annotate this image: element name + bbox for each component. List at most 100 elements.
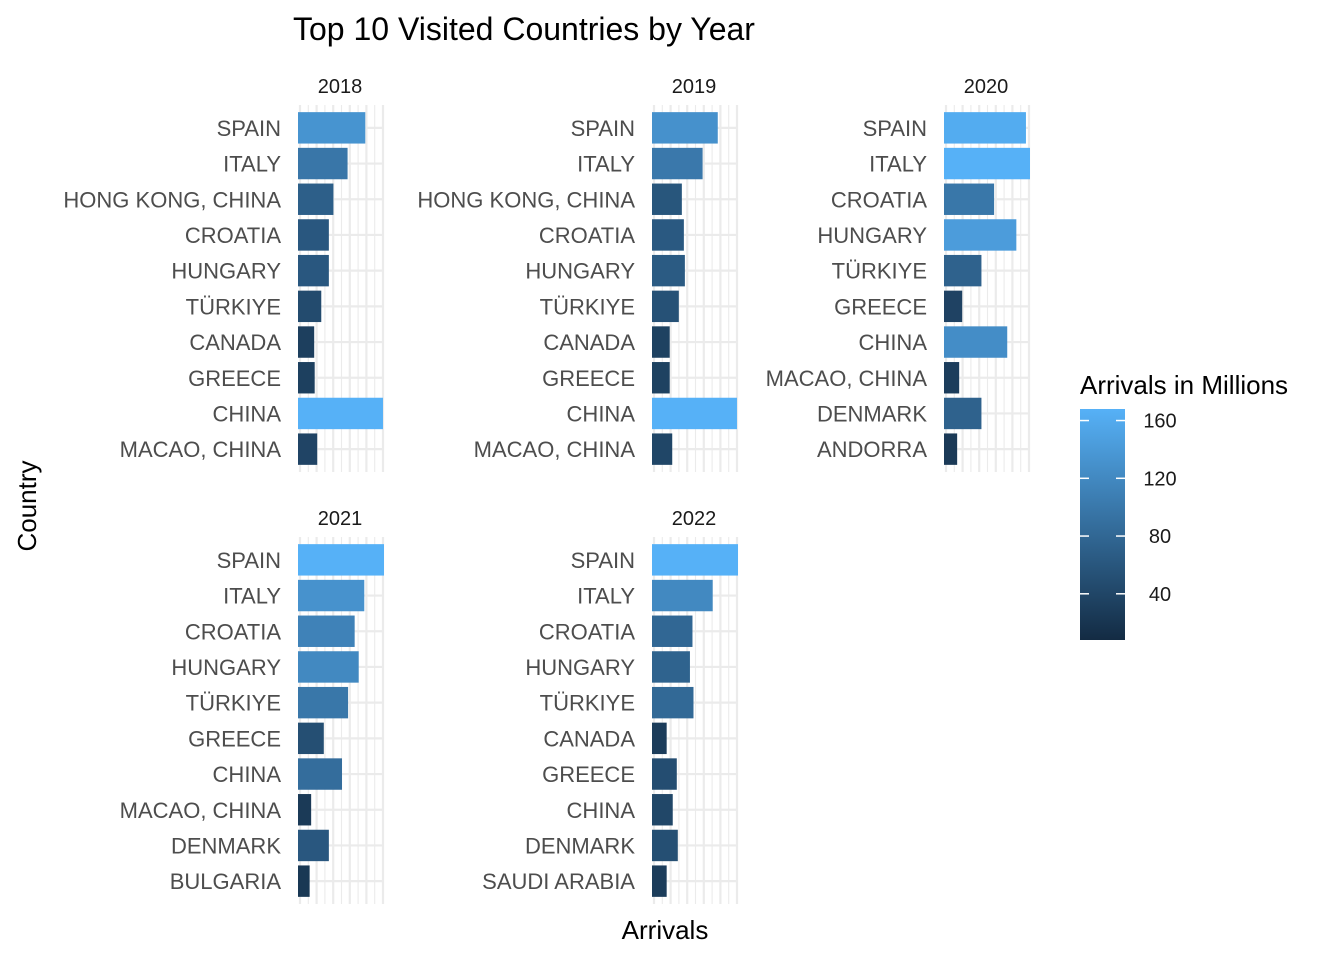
bar-2018-5 [298, 290, 322, 323]
bar-2021-5 [298, 722, 324, 755]
facet-strip-label: 2020 [964, 76, 1009, 98]
bar-2019-9 [652, 433, 673, 465]
bar-2022-3 [652, 651, 690, 683]
y-tick-label: CANADA [543, 330, 635, 355]
bar-2020-2 [944, 183, 995, 215]
bar-2018-9 [298, 433, 318, 465]
y-tick-label: ITALY [869, 152, 927, 177]
x-axis-title: Arrivals [622, 915, 709, 945]
bar-2018-8 [298, 397, 383, 430]
y-tick-label: DENMARK [817, 401, 927, 426]
bar-2022-9 [652, 865, 667, 897]
bar-2019-3 [652, 219, 684, 251]
y-tick-label: SPAIN [571, 116, 635, 141]
bar-2020-0 [944, 112, 1026, 144]
bar-2018-4 [298, 254, 329, 287]
bar-2020-8 [944, 397, 982, 430]
y-tick-label: ITALY [577, 584, 635, 609]
legend-colorbar [1080, 409, 1125, 640]
y-tick-label: TÜRKIYE [540, 294, 635, 319]
bar-2020-5 [944, 290, 963, 323]
bar-2021-7 [298, 794, 312, 826]
bar-2022-5 [652, 722, 667, 755]
facet-panels: 2018 SPAIN ITALY HONG KONG, CHINA CROATIA HUN… [63, 76, 1031, 904]
y-tick-label: HONG KONG, CHINA [417, 187, 635, 212]
bar-2018-7 [298, 362, 315, 394]
bar-2021-0 [298, 544, 384, 576]
bar-2022-2 [652, 615, 693, 647]
y-tick-label: DENMARK [525, 833, 635, 858]
y-tick-label: CANADA [543, 726, 635, 751]
y-tick-label: BULGARIA [170, 869, 282, 894]
bar-2021-4 [298, 686, 349, 719]
facet-panel-2019: 2019 SPAIN ITALY HONG KONG, CHINA CROATIA HUN… [417, 76, 739, 472]
y-tick-label: CANADA [189, 330, 281, 355]
bar-2021-8 [298, 829, 329, 862]
bar-2021-2 [298, 615, 355, 647]
bar-2019-6 [652, 326, 670, 358]
legend-tick-label: 40 [1149, 584, 1171, 606]
y-tick-label: GREECE [188, 366, 281, 391]
y-tick-label: TÜRKIYE [186, 294, 281, 319]
facet-strip-label: 2018 [318, 76, 363, 98]
y-tick-label: MACAO, CHINA [120, 798, 282, 823]
y-tick-label: MACAO, CHINA [474, 437, 636, 462]
y-tick-label: GREECE [188, 726, 281, 751]
bar-2021-9 [298, 865, 310, 897]
color-legend: Arrivals in Millions 40 80 120 160 [1080, 370, 1288, 640]
y-tick-label: TÜRKIYE [832, 259, 927, 284]
y-tick-label: CHINA [213, 762, 282, 787]
bar-2020-3 [944, 219, 1017, 251]
bar-2022-0 [652, 544, 738, 576]
legend-title: Arrivals in Millions [1080, 370, 1288, 400]
facet-strip-label: 2022 [672, 508, 717, 530]
bar-2022-7 [652, 794, 673, 826]
facet-panel-2018: 2018 SPAIN ITALY HONG KONG, CHINA CROATIA HUN… [63, 76, 385, 472]
y-axis-title: Country [12, 460, 42, 551]
bar-2018-6 [298, 326, 315, 358]
facet-strip-label: 2019 [672, 76, 717, 98]
bar-2018-3 [298, 219, 329, 251]
bar-2020-6 [944, 326, 1008, 358]
y-tick-label: CROATIA [185, 223, 281, 248]
y-tick-label: MACAO, CHINA [120, 437, 282, 462]
bar-2021-3 [298, 651, 359, 683]
y-tick-label: GREECE [542, 762, 635, 787]
y-tick-label: CHINA [567, 401, 636, 426]
y-tick-label: MACAO, CHINA [766, 366, 928, 391]
y-tick-label: HUNGARY [525, 259, 635, 284]
legend-tick-label: 160 [1143, 411, 1176, 433]
y-tick-label: SPAIN [217, 548, 281, 573]
y-tick-label: ITALY [223, 152, 281, 177]
y-tick-label: DENMARK [171, 833, 281, 858]
y-tick-label: HONG KONG, CHINA [63, 187, 281, 212]
facet-panel-2022: 2022 SPAIN ITALY CROATIA HUNGARY TÜRKIYE CANAD… [482, 508, 739, 904]
y-tick-label: SPAIN [863, 116, 927, 141]
bar-2019-1 [652, 147, 703, 180]
legend-tick-label: 80 [1149, 526, 1171, 548]
bar-2019-0 [652, 112, 718, 144]
y-tick-label: CHINA [567, 798, 636, 823]
legend-ticks: 40 80 120 160 [1080, 411, 1177, 606]
y-tick-label: TÜRKIYE [186, 691, 281, 716]
bar-2018-2 [298, 183, 334, 215]
bar-2019-8 [652, 397, 737, 430]
bar-2020-1 [944, 147, 1030, 180]
bar-2022-4 [652, 686, 694, 719]
legend-tick-label: 120 [1143, 468, 1176, 490]
bar-2019-7 [652, 362, 670, 394]
y-tick-label: CHINA [213, 401, 282, 426]
bar-2020-9 [944, 433, 958, 465]
y-tick-label: ITALY [577, 152, 635, 177]
y-tick-label: CROATIA [185, 619, 281, 644]
y-tick-label: CHINA [859, 330, 928, 355]
bar-2020-4 [944, 254, 982, 287]
y-tick-label: CROATIA [831, 187, 927, 212]
y-tick-label: SAUDI ARABIA [482, 869, 635, 894]
bar-2019-5 [652, 290, 679, 323]
facet-panel-2020: 2020 SPAIN ITALY CROATIA HUNGARY TÜRKIYE GREEC… [766, 76, 1031, 472]
bar-2022-6 [652, 758, 677, 790]
y-tick-label: HUNGARY [525, 655, 635, 680]
bar-2022-8 [652, 829, 678, 862]
bar-2018-1 [298, 147, 348, 180]
